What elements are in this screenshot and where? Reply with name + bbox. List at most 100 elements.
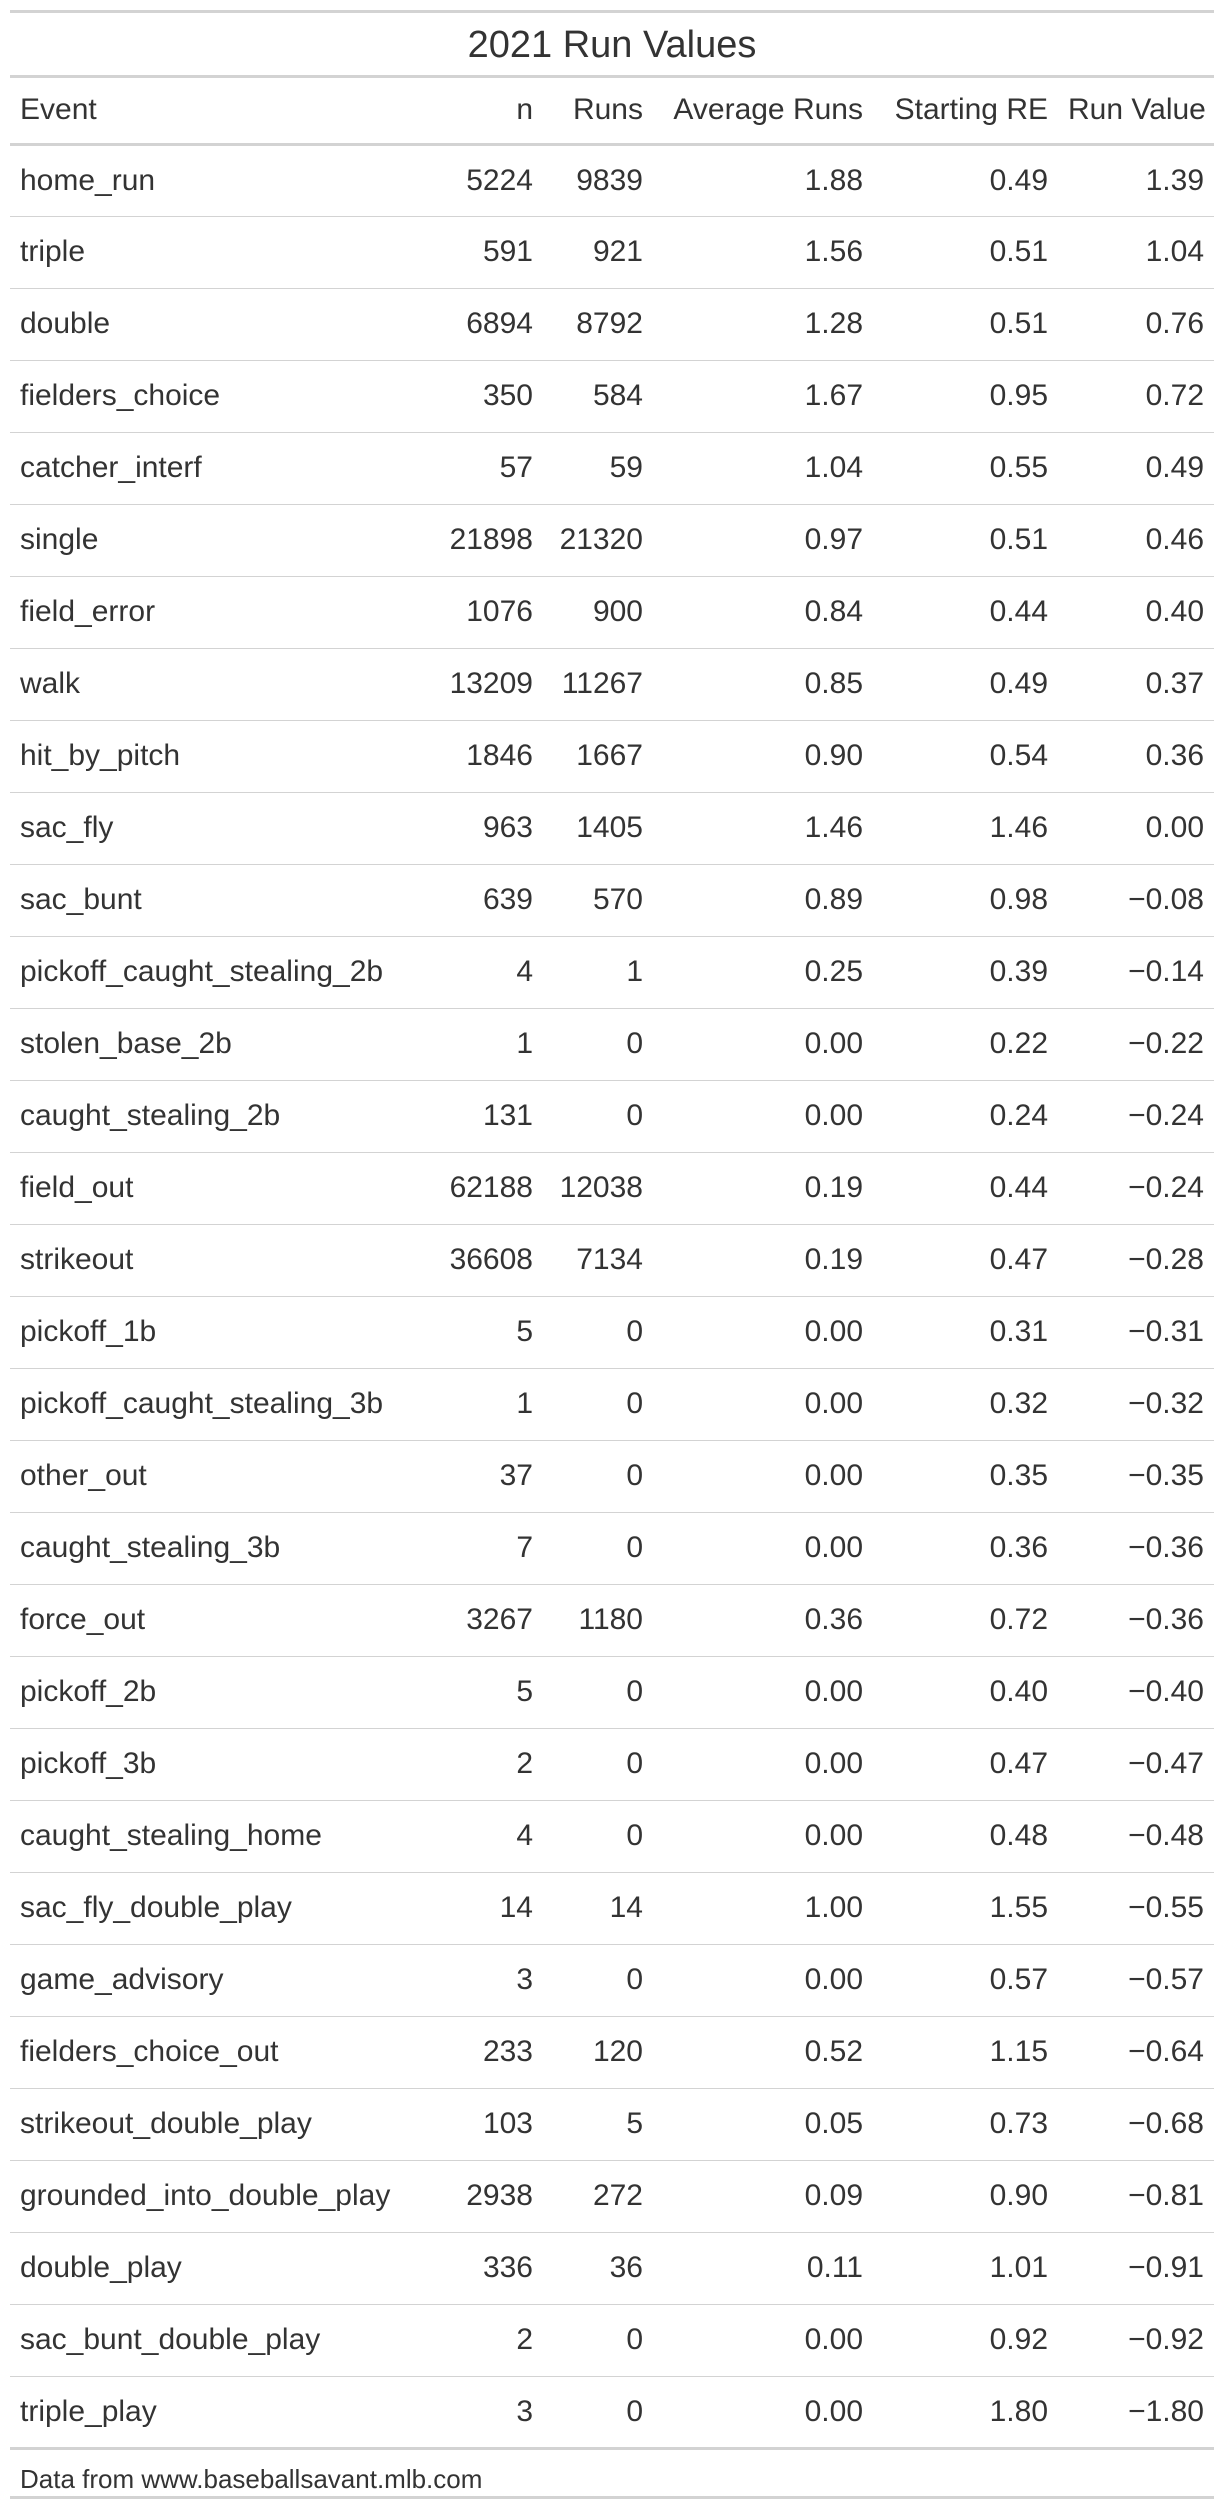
cell-event: other_out	[10, 1440, 420, 1513]
table-row: triple_play 3 0 0.00 1.80 −1.80	[10, 2376, 1214, 2450]
table-row: field_error 1076 900 0.84 0.44 0.40	[10, 576, 1214, 649]
column-header-average-runs: Average Runs	[653, 78, 873, 146]
cell-starting-re: 0.39	[873, 936, 1058, 1009]
table-body: home_run 5224 9839 1.88 0.49 1.39 triple 591 921…	[10, 144, 1214, 2450]
cell-n: 5	[420, 1656, 543, 1729]
cell-run-value: 1.39	[1058, 144, 1214, 217]
table-row: single 21898 21320 0.97 0.51 0.46	[10, 504, 1214, 577]
table-row: fielders_choice 350 584 1.67 0.95 0.72	[10, 360, 1214, 433]
cell-event: fielders_choice_out	[10, 2016, 420, 2089]
cell-n: 5	[420, 1296, 543, 1369]
cell-event: caught_stealing_2b	[10, 1080, 420, 1153]
cell-event: sac_fly_double_play	[10, 1872, 420, 1945]
cell-starting-re: 1.46	[873, 792, 1058, 865]
cell-average-runs: 0.00	[653, 1728, 873, 1801]
cell-runs: 584	[543, 360, 653, 433]
cell-runs: 0	[543, 1656, 653, 1729]
cell-average-runs: 0.84	[653, 576, 873, 649]
cell-n: 5224	[420, 144, 543, 217]
table-row: sac_bunt_double_play 2 0 0.00 0.92 −0.92	[10, 2304, 1214, 2377]
cell-run-value: −0.68	[1058, 2088, 1214, 2161]
cell-run-value: 0.37	[1058, 648, 1214, 721]
cell-run-value: −0.57	[1058, 1944, 1214, 2017]
cell-runs: 0	[543, 1080, 653, 1153]
cell-runs: 0	[543, 1296, 653, 1369]
cell-average-runs: 0.52	[653, 2016, 873, 2089]
table-row: hit_by_pitch 1846 1667 0.90 0.54 0.36	[10, 720, 1214, 793]
table-row: caught_stealing_3b 7 0 0.00 0.36 −0.36	[10, 1512, 1214, 1585]
cell-event: grounded_into_double_play	[10, 2160, 420, 2233]
column-header-run-value: Run Value	[1058, 78, 1214, 146]
cell-n: 103	[420, 2088, 543, 2161]
cell-runs: 0	[543, 1728, 653, 1801]
cell-average-runs: 1.88	[653, 144, 873, 217]
cell-runs: 921	[543, 216, 653, 289]
table-row: stolen_base_2b 1 0 0.00 0.22 −0.22	[10, 1008, 1214, 1081]
table-row: force_out 3267 1180 0.36 0.72 −0.36	[10, 1584, 1214, 1657]
cell-run-value: −0.48	[1058, 1800, 1214, 1873]
cell-starting-re: 0.49	[873, 648, 1058, 721]
table-row: strikeout 36608 7134 0.19 0.47 −0.28	[10, 1224, 1214, 1297]
cell-run-value: −0.31	[1058, 1296, 1214, 1369]
cell-average-runs: 1.56	[653, 216, 873, 289]
cell-n: 4	[420, 1800, 543, 1873]
table-row: game_advisory 3 0 0.00 0.57 −0.57	[10, 1944, 1214, 2017]
cell-starting-re: 0.48	[873, 1800, 1058, 1873]
cell-n: 2	[420, 1728, 543, 1801]
table-row: pickoff_caught_stealing_2b 4 1 0.25 0.39 −0.1…	[10, 936, 1214, 1009]
cell-event: caught_stealing_home	[10, 1800, 420, 1873]
cell-event: stolen_base_2b	[10, 1008, 420, 1081]
cell-event: home_run	[10, 144, 420, 217]
cell-run-value: −0.91	[1058, 2232, 1214, 2305]
cell-average-runs: 0.00	[653, 1368, 873, 1441]
cell-starting-re: 0.47	[873, 1224, 1058, 1297]
cell-runs: 0	[543, 1368, 653, 1441]
cell-event: strikeout	[10, 1224, 420, 1297]
table-row: pickoff_3b 2 0 0.00 0.47 −0.47	[10, 1728, 1214, 1801]
table-row: grounded_into_double_play 2938 272 0.09 0.90…	[10, 2160, 1214, 2233]
cell-run-value: 0.36	[1058, 720, 1214, 793]
cell-average-runs: 0.97	[653, 504, 873, 577]
cell-starting-re: 0.40	[873, 1656, 1058, 1729]
cell-runs: 36	[543, 2232, 653, 2305]
cell-event: caught_stealing_3b	[10, 1512, 420, 1585]
cell-average-runs: 0.90	[653, 720, 873, 793]
cell-average-runs: 0.00	[653, 1296, 873, 1369]
cell-event: field_error	[10, 576, 420, 649]
cell-starting-re: 0.95	[873, 360, 1058, 433]
run-values-table: 2021 Run Values Event n Runs Average Run…	[10, 10, 1214, 2499]
cell-event: pickoff_2b	[10, 1656, 420, 1729]
cell-n: 7	[420, 1512, 543, 1585]
cell-n: 21898	[420, 504, 543, 577]
cell-runs: 1405	[543, 792, 653, 865]
cell-starting-re: 0.72	[873, 1584, 1058, 1657]
cell-event: game_advisory	[10, 1944, 420, 2017]
cell-run-value: 1.04	[1058, 216, 1214, 289]
cell-run-value: −0.22	[1058, 1008, 1214, 1081]
cell-event: pickoff_1b	[10, 1296, 420, 1369]
table-row: triple 591 921 1.56 0.51 1.04	[10, 216, 1214, 289]
cell-runs: 1667	[543, 720, 653, 793]
cell-n: 350	[420, 360, 543, 433]
cell-starting-re: 1.01	[873, 2232, 1058, 2305]
cell-run-value: −0.81	[1058, 2160, 1214, 2233]
cell-average-runs: 0.05	[653, 2088, 873, 2161]
cell-runs: 0	[543, 1944, 653, 2017]
cell-average-runs: 0.00	[653, 1440, 873, 1513]
cell-n: 62188	[420, 1152, 543, 1225]
table-row: walk 13209 11267 0.85 0.49 0.37	[10, 648, 1214, 721]
cell-run-value: −0.47	[1058, 1728, 1214, 1801]
cell-n: 3	[420, 1944, 543, 2017]
cell-average-runs: 1.28	[653, 288, 873, 361]
table-title: 2021 Run Values	[10, 13, 1214, 78]
cell-average-runs: 0.19	[653, 1152, 873, 1225]
table-row: pickoff_caught_stealing_3b 1 0 0.00 0.32 −0.3…	[10, 1368, 1214, 1441]
cell-event: sac_fly	[10, 792, 420, 865]
cell-average-runs: 0.89	[653, 864, 873, 937]
table-row: field_out 62188 12038 0.19 0.44 −0.24	[10, 1152, 1214, 1225]
cell-event: catcher_interf	[10, 432, 420, 505]
cell-starting-re: 0.44	[873, 1152, 1058, 1225]
cell-average-runs: 0.85	[653, 648, 873, 721]
cell-run-value: 0.46	[1058, 504, 1214, 577]
cell-runs: 1	[543, 936, 653, 1009]
